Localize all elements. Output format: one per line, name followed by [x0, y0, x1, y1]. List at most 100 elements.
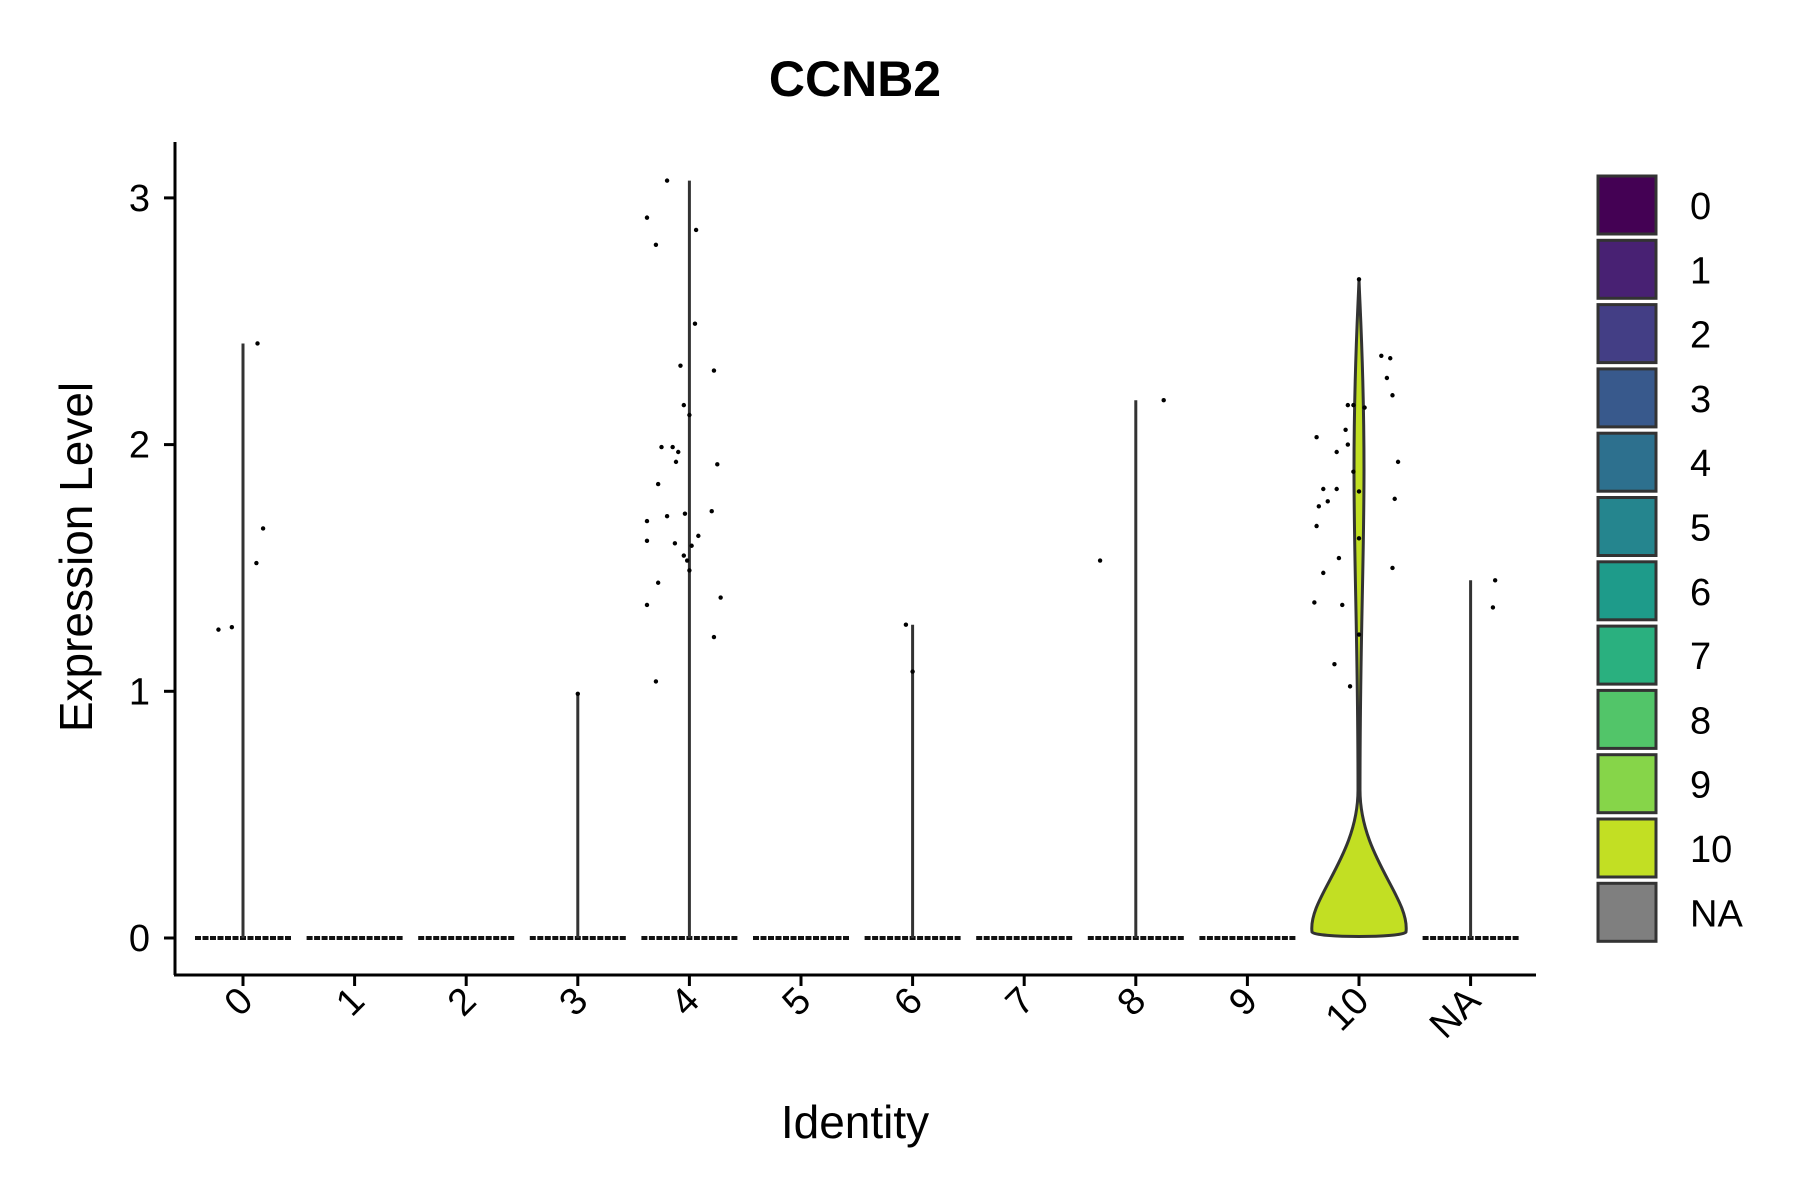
y-tick-label: 0 [129, 918, 150, 960]
violin-group-3 [529, 691, 626, 940]
data-point [687, 568, 692, 573]
x-tick-label: 7 [998, 980, 1043, 1025]
x-tick-label: 9 [1221, 980, 1266, 1025]
data-point [684, 558, 690, 563]
data-point [670, 444, 675, 450]
data-point [1334, 449, 1339, 455]
data-point [718, 595, 723, 600]
data-point [1316, 504, 1322, 509]
legend-swatch [1596, 303, 1658, 365]
legend-swatch [1596, 624, 1658, 686]
data-point [1347, 684, 1353, 689]
legend-swatch [1596, 431, 1658, 493]
legend-swatch [1596, 560, 1658, 622]
legend-swatch [1596, 238, 1658, 300]
data-point [1312, 600, 1317, 605]
legend-swatch [1596, 367, 1658, 429]
data-point [1390, 393, 1395, 398]
legend-swatch [1596, 496, 1658, 557]
violin-group-4 [641, 178, 738, 940]
data-point [1351, 402, 1356, 408]
x-tick-label: 3 [552, 980, 597, 1025]
data-point [644, 538, 650, 544]
data-point [229, 624, 235, 630]
data-point [655, 481, 661, 487]
legend-label: 2 [1690, 315, 1711, 357]
data-point [715, 462, 720, 467]
violin-group-6 [864, 622, 961, 940]
data-point [1314, 523, 1319, 529]
data-point [1390, 565, 1395, 571]
data-point [255, 341, 260, 346]
violin-group-0 [195, 341, 291, 940]
data-point [1345, 402, 1351, 408]
x-tick-label: 4 [663, 980, 708, 1025]
data-point [1356, 277, 1362, 282]
data-point [910, 669, 915, 674]
data-point [1332, 661, 1337, 667]
data-point [1384, 375, 1390, 381]
chart-title: CCNB2 [769, 51, 941, 107]
data-point [1388, 356, 1393, 361]
data-point [678, 363, 683, 368]
data-point [1356, 632, 1362, 637]
y-tick-label: 3 [129, 178, 150, 220]
legend-label: 9 [1690, 765, 1711, 807]
data-point [1334, 486, 1339, 492]
violin-group-8 [1087, 397, 1184, 940]
data-point [1392, 496, 1397, 502]
violin-10 [1310, 279, 1408, 938]
data-point [1490, 605, 1496, 610]
legend-label: 4 [1690, 443, 1711, 485]
x-axis-label: Identity [781, 1096, 929, 1148]
data-point [575, 691, 580, 696]
data-point [655, 580, 661, 585]
y-tick-label: 2 [129, 425, 150, 467]
x-tick-label: 2 [440, 980, 485, 1025]
x-tick-label: 8 [1110, 980, 1155, 1025]
data-point [692, 321, 698, 326]
data-point [1345, 442, 1351, 447]
data-point [260, 526, 266, 531]
data-point [1356, 536, 1362, 541]
data-point [1161, 397, 1166, 403]
data-point [696, 533, 701, 539]
data-point [711, 634, 717, 640]
data-point [659, 444, 664, 450]
data-point [1379, 353, 1384, 358]
data-point [711, 368, 717, 373]
data-point [689, 543, 694, 548]
data-point [1492, 578, 1498, 583]
data-point [644, 215, 650, 220]
data-point [664, 178, 670, 183]
data-point [1314, 434, 1319, 440]
data-point [903, 622, 909, 627]
data-point [1325, 499, 1330, 504]
data-point [664, 513, 670, 519]
legend-label: 5 [1690, 508, 1711, 550]
data-point [682, 511, 688, 516]
data-point [653, 679, 659, 684]
x-tick-label: 10 [1318, 980, 1378, 1040]
data-point [681, 402, 687, 408]
y-axis-label: Expression Level [50, 382, 102, 732]
x-tick-label: 5 [775, 980, 820, 1025]
data-point [1343, 427, 1348, 432]
data-point [672, 541, 678, 546]
violin-group-10 [1310, 277, 1408, 938]
legend-label: NA [1690, 893, 1743, 935]
x-tick-label: 6 [886, 980, 931, 1025]
data-point [676, 449, 681, 455]
data-point [1097, 558, 1103, 563]
legend-label: 3 [1690, 379, 1711, 421]
x-ticks: 0 1 2 3 4 5 6 7 8 9 10 NA [217, 975, 1489, 1047]
data-point [216, 627, 221, 632]
legend-label: 10 [1690, 829, 1732, 871]
data-point [644, 518, 650, 524]
data-point [1362, 405, 1367, 410]
legend-label: 8 [1690, 700, 1711, 742]
violin-group-NA [1422, 578, 1519, 940]
x-tick-label: NA [1422, 979, 1489, 1046]
legend-swatch [1596, 881, 1658, 943]
